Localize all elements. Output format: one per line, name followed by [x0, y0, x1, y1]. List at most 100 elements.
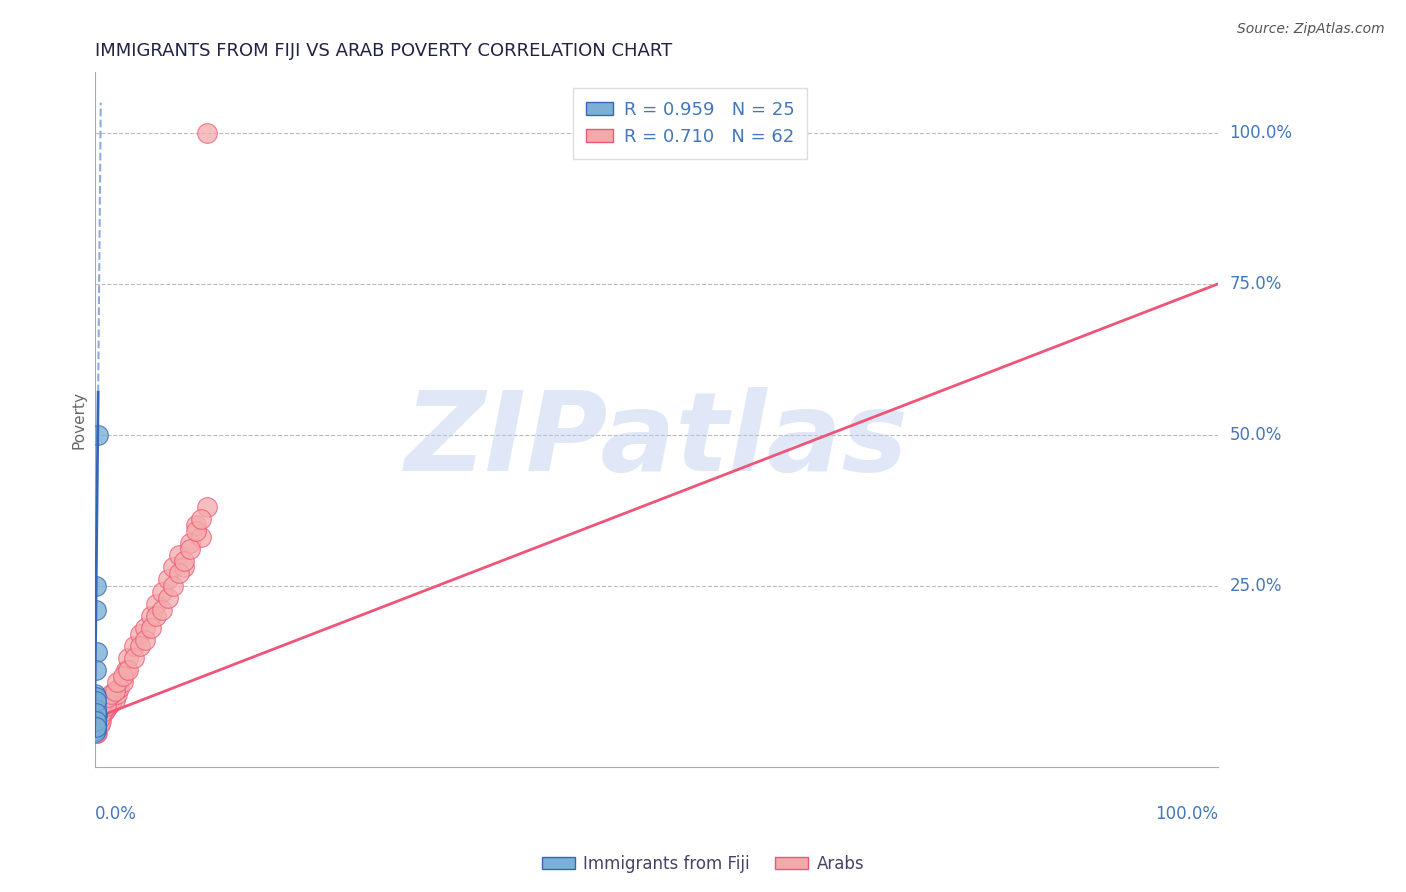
Point — [97, 690, 120, 705]
Point — [89, 711, 111, 725]
Point — [84, 602, 107, 616]
Point — [122, 639, 145, 653]
Point — [134, 621, 156, 635]
Point — [150, 602, 173, 616]
Point — [84, 718, 107, 732]
Point — [94, 702, 117, 716]
Point — [93, 693, 115, 707]
Point — [117, 663, 139, 677]
Point — [87, 706, 110, 720]
Text: 75.0%: 75.0% — [1230, 275, 1282, 293]
Point — [184, 524, 207, 538]
Text: 0.0%: 0.0% — [94, 805, 136, 823]
Point — [84, 706, 107, 721]
Point — [84, 687, 107, 701]
Legend: Immigrants from Fiji, Arabs: Immigrants from Fiji, Arabs — [536, 848, 870, 880]
Point — [117, 651, 139, 665]
Point — [104, 684, 127, 698]
Point — [87, 714, 110, 729]
Point — [86, 645, 108, 659]
Text: ZIPatlas: ZIPatlas — [405, 387, 908, 494]
Point — [84, 720, 107, 734]
Point — [94, 699, 117, 714]
Point — [84, 708, 107, 723]
Point — [84, 723, 107, 738]
Point — [87, 708, 110, 723]
Point — [145, 608, 167, 623]
Point — [89, 717, 111, 731]
Point — [162, 578, 184, 592]
Point — [173, 554, 195, 568]
Point — [84, 726, 107, 740]
Point — [190, 512, 212, 526]
Point — [190, 530, 212, 544]
Point — [97, 699, 120, 714]
Point — [179, 542, 201, 557]
Text: 50.0%: 50.0% — [1230, 425, 1282, 443]
Point — [115, 663, 138, 677]
Text: Source: ZipAtlas.com: Source: ZipAtlas.com — [1237, 22, 1385, 37]
Text: IMMIGRANTS FROM FIJI VS ARAB POVERTY CORRELATION CHART: IMMIGRANTS FROM FIJI VS ARAB POVERTY COR… — [94, 42, 672, 60]
Point — [91, 706, 114, 720]
Point — [167, 549, 190, 563]
Point — [86, 726, 108, 740]
Point — [86, 690, 108, 705]
Point — [100, 687, 122, 701]
Legend: R = 0.959   N = 25, R = 0.710   N = 62: R = 0.959 N = 25, R = 0.710 N = 62 — [574, 88, 807, 159]
Point — [84, 706, 107, 720]
Point — [122, 651, 145, 665]
Point — [87, 711, 110, 725]
Point — [84, 714, 107, 729]
Text: 25.0%: 25.0% — [1230, 576, 1282, 594]
Point — [100, 696, 122, 710]
Point — [195, 500, 218, 514]
Point — [84, 724, 107, 739]
Point — [84, 717, 107, 731]
Point — [84, 723, 107, 738]
Point — [87, 427, 110, 442]
Point — [111, 675, 134, 690]
Point — [84, 702, 107, 716]
Point — [167, 566, 190, 581]
Text: 100.0%: 100.0% — [1230, 124, 1292, 142]
Point — [128, 639, 150, 653]
Point — [134, 632, 156, 647]
Point — [90, 714, 112, 729]
Point — [162, 560, 184, 574]
Point — [84, 720, 107, 734]
Point — [84, 714, 107, 729]
Point — [105, 675, 128, 690]
Point — [90, 699, 112, 714]
Point — [84, 578, 107, 592]
Point — [150, 584, 173, 599]
Point — [105, 687, 128, 701]
Point — [84, 713, 107, 727]
Point — [104, 693, 127, 707]
Point — [139, 608, 162, 623]
Point — [156, 573, 179, 587]
Point — [84, 696, 107, 710]
Text: 100.0%: 100.0% — [1156, 805, 1219, 823]
Point — [84, 717, 107, 731]
Point — [184, 518, 207, 533]
Point — [86, 708, 108, 723]
Point — [86, 694, 108, 708]
Point — [173, 560, 195, 574]
Point — [84, 714, 107, 729]
Point — [84, 717, 107, 731]
Point — [156, 591, 179, 605]
Point — [84, 663, 107, 677]
Point — [145, 597, 167, 611]
Point — [139, 621, 162, 635]
Point — [84, 723, 107, 738]
Point — [128, 627, 150, 641]
Point — [111, 669, 134, 683]
Point — [86, 711, 108, 725]
Y-axis label: Poverty: Poverty — [72, 391, 86, 449]
Point — [179, 536, 201, 550]
Point — [108, 681, 131, 695]
Point — [84, 723, 107, 738]
Point — [84, 720, 107, 734]
Point — [93, 706, 115, 720]
Point — [195, 126, 218, 140]
